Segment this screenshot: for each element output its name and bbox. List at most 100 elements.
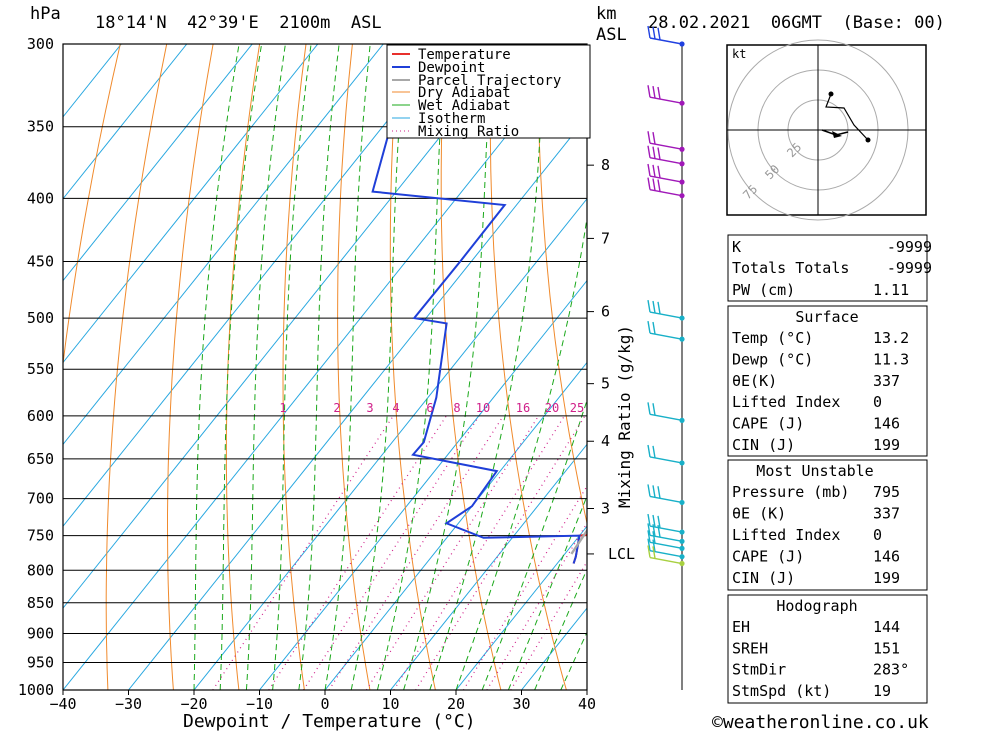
wind-barb-flag [647,402,651,415]
hodograph-end-point [865,137,871,143]
wind-barb-flag [652,132,656,145]
wet-adiabat-line [245,44,286,690]
wind-barb-shaft [649,534,683,543]
index-value-pw: 1.11 [873,281,909,299]
index-label-pw: PW (cm) [732,281,795,299]
mixing-ratio-label: 3 [366,401,373,415]
wind-barb-shaft [649,311,683,319]
wind-barb-flag [647,538,651,551]
index-value-totals: -9999 [887,259,932,277]
isotherm-line [390,443,587,690]
wind-barb-shaft [649,96,683,104]
plot-frame [62,43,588,691]
height-tick-label: 3 [601,499,610,517]
wind-barb-shaft [649,525,683,533]
dry-adiabat-line [956,44,1000,690]
wind-barb-flag [647,513,651,527]
legend-dewpoint: Dewpoint [418,60,485,76]
surface-value: 337 [873,372,900,390]
surface-value: 11.3 [873,350,909,368]
most-unstable-value: 146 [873,548,900,566]
isotherm-line [63,44,188,200]
index-value-k: -9999 [887,238,932,256]
most-unstable-label: Pressure (mb) [732,483,849,501]
height-tick-label: 4 [601,432,610,450]
asl-label: ASL [596,25,627,45]
legend-parcel: Parcel Trajectory [418,73,561,89]
x-tick-label: 10 [381,695,399,713]
most-unstable-label: CIN (J) [732,569,795,587]
x-tick-label: 0 [320,695,329,713]
wind-barb-shaft [649,332,683,340]
surface-label: θE(K) [732,372,777,390]
isotherm-line [63,44,450,528]
most-unstable-value: 795 [873,483,900,501]
surface-label: Temp (°C) [732,329,813,347]
isotherm-line [259,279,587,690]
mixing-ratio-line [212,415,394,690]
wind-barb-flag [647,530,651,543]
mixing-ratio-label: 10 [476,401,490,415]
wind-barb-flag [657,147,661,160]
legend: Temperature Dewpoint Parcel Trajectory D… [386,44,591,140]
wind-barb-flag [647,444,651,458]
mixing-ratio-labels: 1 2 3 4 6 8 10 16 20 25 [279,401,584,415]
wind-barb-flag [647,85,651,98]
isotherm-line [63,44,384,446]
profile-series [371,44,587,564]
isotherm-line [63,44,122,118]
wind-barb-flag [657,86,661,100]
wet-adiabat-line [193,44,240,690]
mixing-ratio-label: 25 [570,401,584,415]
wind-barb-flag [652,26,656,40]
mixing-ratio-label: 4 [392,401,399,415]
hodograph-table: Hodograph EH 144 SREH 151 StmDir 283° StmSpd (… [727,594,928,704]
pressure-tick-label: 700 [27,490,54,508]
legend-wet-adiabat: Wet Adiabat [418,98,511,114]
surface-value: 13.2 [873,329,909,347]
wind-barb-shaft [649,413,683,422]
hodograph-label: StmSpd (kt) [732,682,831,700]
isotherm-line [128,116,587,690]
most-unstable-label: θE (K) [732,505,786,523]
wet-adiabat-line [507,494,587,690]
mixing-ratio-label: 2 [333,401,340,415]
pressure-tick-label: 650 [27,450,54,468]
pressure-tick-label: 850 [27,594,54,612]
pressure-tick-label: 900 [27,624,54,642]
height-tick-label: 5 [601,375,610,393]
wind-barb-flag [647,545,651,558]
wind-barb-flag [652,531,656,544]
wind-barb-flag [652,445,656,458]
isotherm-line [324,361,587,690]
skewt-plot-area [63,44,1000,690]
wind-barb-shaft [649,549,683,558]
most-unstable-value: 337 [873,505,900,523]
most-unstable-value: 199 [873,569,900,587]
wind-barb-flag [652,546,656,559]
most-unstable-label: CAPE (J) [732,548,804,566]
wind-barb-flag [647,163,651,177]
pressure-unit-label: hPa [30,4,61,24]
wind-barb-flag [652,485,656,498]
height-tick-label: 8 [601,156,610,174]
wind-barb-shaft [649,495,683,504]
surface-value: 0 [873,393,882,411]
wind-barb-flag [657,301,661,315]
wind-barb-dot [679,554,685,560]
x-tick-label: −40 [49,695,76,713]
wet-adiabat-line [350,44,406,690]
legend-mixing-ratio: Mixing Ratio [418,124,519,140]
surface-label: CIN (J) [732,436,795,454]
pressure-tick-label: 950 [27,653,54,671]
wind-barbs [647,25,685,567]
dry-adiabat-line [337,44,371,690]
most-unstable-label: Lifted Index [732,526,840,544]
surface-title: Surface [795,308,858,326]
dry-adiabat-line [105,44,168,690]
hodograph-value: 151 [873,639,900,657]
hodograph: kt 25 50 75 [726,39,927,221]
mixing-ratio-line [393,415,565,690]
km-label: km [596,4,616,24]
wind-barb-flag [652,85,656,99]
